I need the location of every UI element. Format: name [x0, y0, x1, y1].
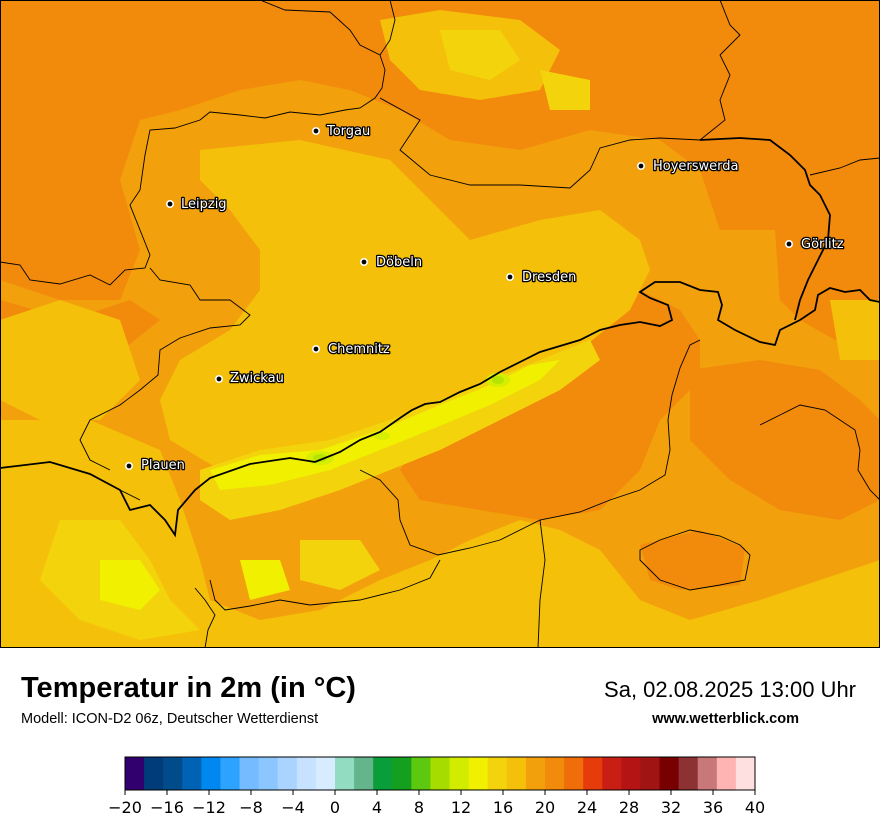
colorbar-swatch — [659, 757, 680, 790]
city-label: Zwickau — [230, 371, 284, 386]
city-dot — [166, 200, 175, 209]
city-label: Chemnitz — [328, 342, 390, 357]
colorbar-tick-label: 36 — [703, 798, 723, 817]
city-dresden: Dresden — [505, 269, 578, 286]
model-source: Modell: ICON-D2 06z, Deutscher Wetterdie… — [21, 711, 319, 727]
colorbar-swatch — [220, 757, 241, 790]
city-zwickau: Zwickau — [215, 370, 285, 387]
city-label: Torgau — [326, 124, 370, 139]
colorbar-swatch — [125, 757, 145, 790]
website-link[interactable]: www.wetterblick.com — [652, 711, 799, 727]
colorbar-swatch — [239, 757, 260, 790]
colorbar-swatch — [621, 757, 641, 790]
forecast-datetime: Sa, 02.08.2025 13:00 Uhr — [604, 677, 856, 702]
colorbar-swatch — [735, 757, 756, 790]
colorbar-swatch — [258, 757, 279, 790]
city-torgau: Torgau — [311, 123, 372, 140]
colorbar-swatch — [296, 757, 317, 790]
city-dot — [311, 127, 320, 136]
city-dot — [125, 461, 134, 470]
temperature-colorbar: −20 −16 −12 −8 −4 0 4 8 12 16 20 24 28 32 36 40 — [108, 756, 765, 817]
colorbar-swatch — [182, 757, 202, 790]
colorbar-tick-label: −8 — [239, 798, 263, 817]
colorbar-tick-label: −12 — [192, 798, 226, 817]
colorbar-swatch — [430, 757, 451, 790]
city-dot — [215, 374, 224, 383]
colorbar-swatch — [716, 757, 737, 790]
colorbar-swatch — [583, 757, 603, 790]
city-dot — [359, 257, 368, 266]
city-goerlitz: Görlitz — [784, 236, 845, 253]
colorbar-swatch — [354, 757, 374, 790]
colorbar-swatch — [335, 757, 355, 790]
colorbar-tick-label: 4 — [372, 798, 382, 817]
colorbar-swatch — [602, 757, 622, 790]
colorbar-tick-label: 40 — [745, 798, 765, 817]
colorbar-swatch — [545, 757, 565, 790]
state-borders — [0, 0, 880, 648]
colorbar-swatch — [468, 757, 489, 790]
national-border — [0, 281, 880, 538]
colorbar-swatch — [640, 757, 661, 790]
city-hoyerswerda: Hoyerswerda — [636, 158, 740, 175]
colorbar-ticks: −20 −16 −12 −8 −4 0 4 8 12 16 20 24 28 32 36 40 — [108, 790, 765, 817]
city-label: Görlitz — [801, 237, 844, 252]
colorbar-swatch — [163, 757, 183, 790]
map-canvas: Torgau Hoyerswerda Leipzig Görlitz Döbel… — [0, 0, 880, 648]
temperature-map: Torgau Hoyerswerda Leipzig Görlitz Döbel… — [0, 0, 880, 648]
map-footer: Temperatur in 2m (in °C) Modell: ICON-D2… — [0, 648, 880, 830]
colorbar-tick-label: 0 — [330, 798, 340, 817]
city-dot — [636, 162, 645, 171]
colorbar-tick-label: −4 — [281, 798, 305, 817]
city-markers: Torgau Hoyerswerda Leipzig Görlitz Döbel… — [125, 123, 845, 474]
colorbar-swatch — [525, 757, 546, 790]
colorbar-tick-label: 12 — [451, 798, 471, 817]
city-dot — [505, 272, 514, 281]
colorbar-tick-label: 20 — [535, 798, 555, 817]
colorbar-swatch — [411, 757, 431, 790]
national-border-east — [699, 137, 831, 321]
city-plauen: Plauen — [125, 457, 186, 474]
colorbar-tick-label: 28 — [619, 798, 639, 817]
city-label: Döbeln — [376, 255, 422, 270]
colorbar-swatch — [449, 757, 470, 790]
city-label: Dresden — [522, 270, 576, 285]
city-doebeln: Döbeln — [359, 254, 423, 271]
city-chemnitz: Chemnitz — [311, 341, 391, 358]
colorbar-swatch — [506, 757, 527, 790]
colorbar-swatch — [277, 757, 298, 790]
map-title: Temperatur in 2m (in °C) — [21, 672, 356, 704]
colorbar-tick-label: 8 — [414, 798, 424, 817]
temperature-field-cool — [100, 360, 560, 610]
colorbar-swatch — [201, 757, 221, 790]
city-label: Leipzig — [181, 197, 227, 212]
colorbar-swatch — [678, 757, 699, 790]
colorbar-tick-label: −20 — [108, 798, 142, 817]
colorbar-tick-label: 16 — [493, 798, 513, 817]
colorbar-swatch — [144, 757, 164, 790]
city-dot — [311, 344, 320, 353]
city-label: Hoyerswerda — [653, 159, 739, 174]
colorbar-tick-label: −16 — [150, 798, 184, 817]
colorbar-swatch — [392, 757, 412, 790]
colorbar-frame — [124, 756, 756, 791]
colorbar-swatch — [315, 757, 336, 790]
city-leipzig: Leipzig — [166, 196, 228, 213]
city-label: Plauen — [141, 458, 185, 473]
city-dot — [784, 240, 793, 249]
colorbar-swatches — [125, 757, 756, 790]
colorbar-swatch — [373, 757, 393, 790]
colorbar-tick-label: 24 — [577, 798, 597, 817]
colorbar-swatch — [697, 757, 718, 790]
colorbar-tick-label: 32 — [661, 798, 681, 817]
colorbar-swatch — [487, 757, 508, 790]
colorbar-swatch — [564, 757, 584, 790]
